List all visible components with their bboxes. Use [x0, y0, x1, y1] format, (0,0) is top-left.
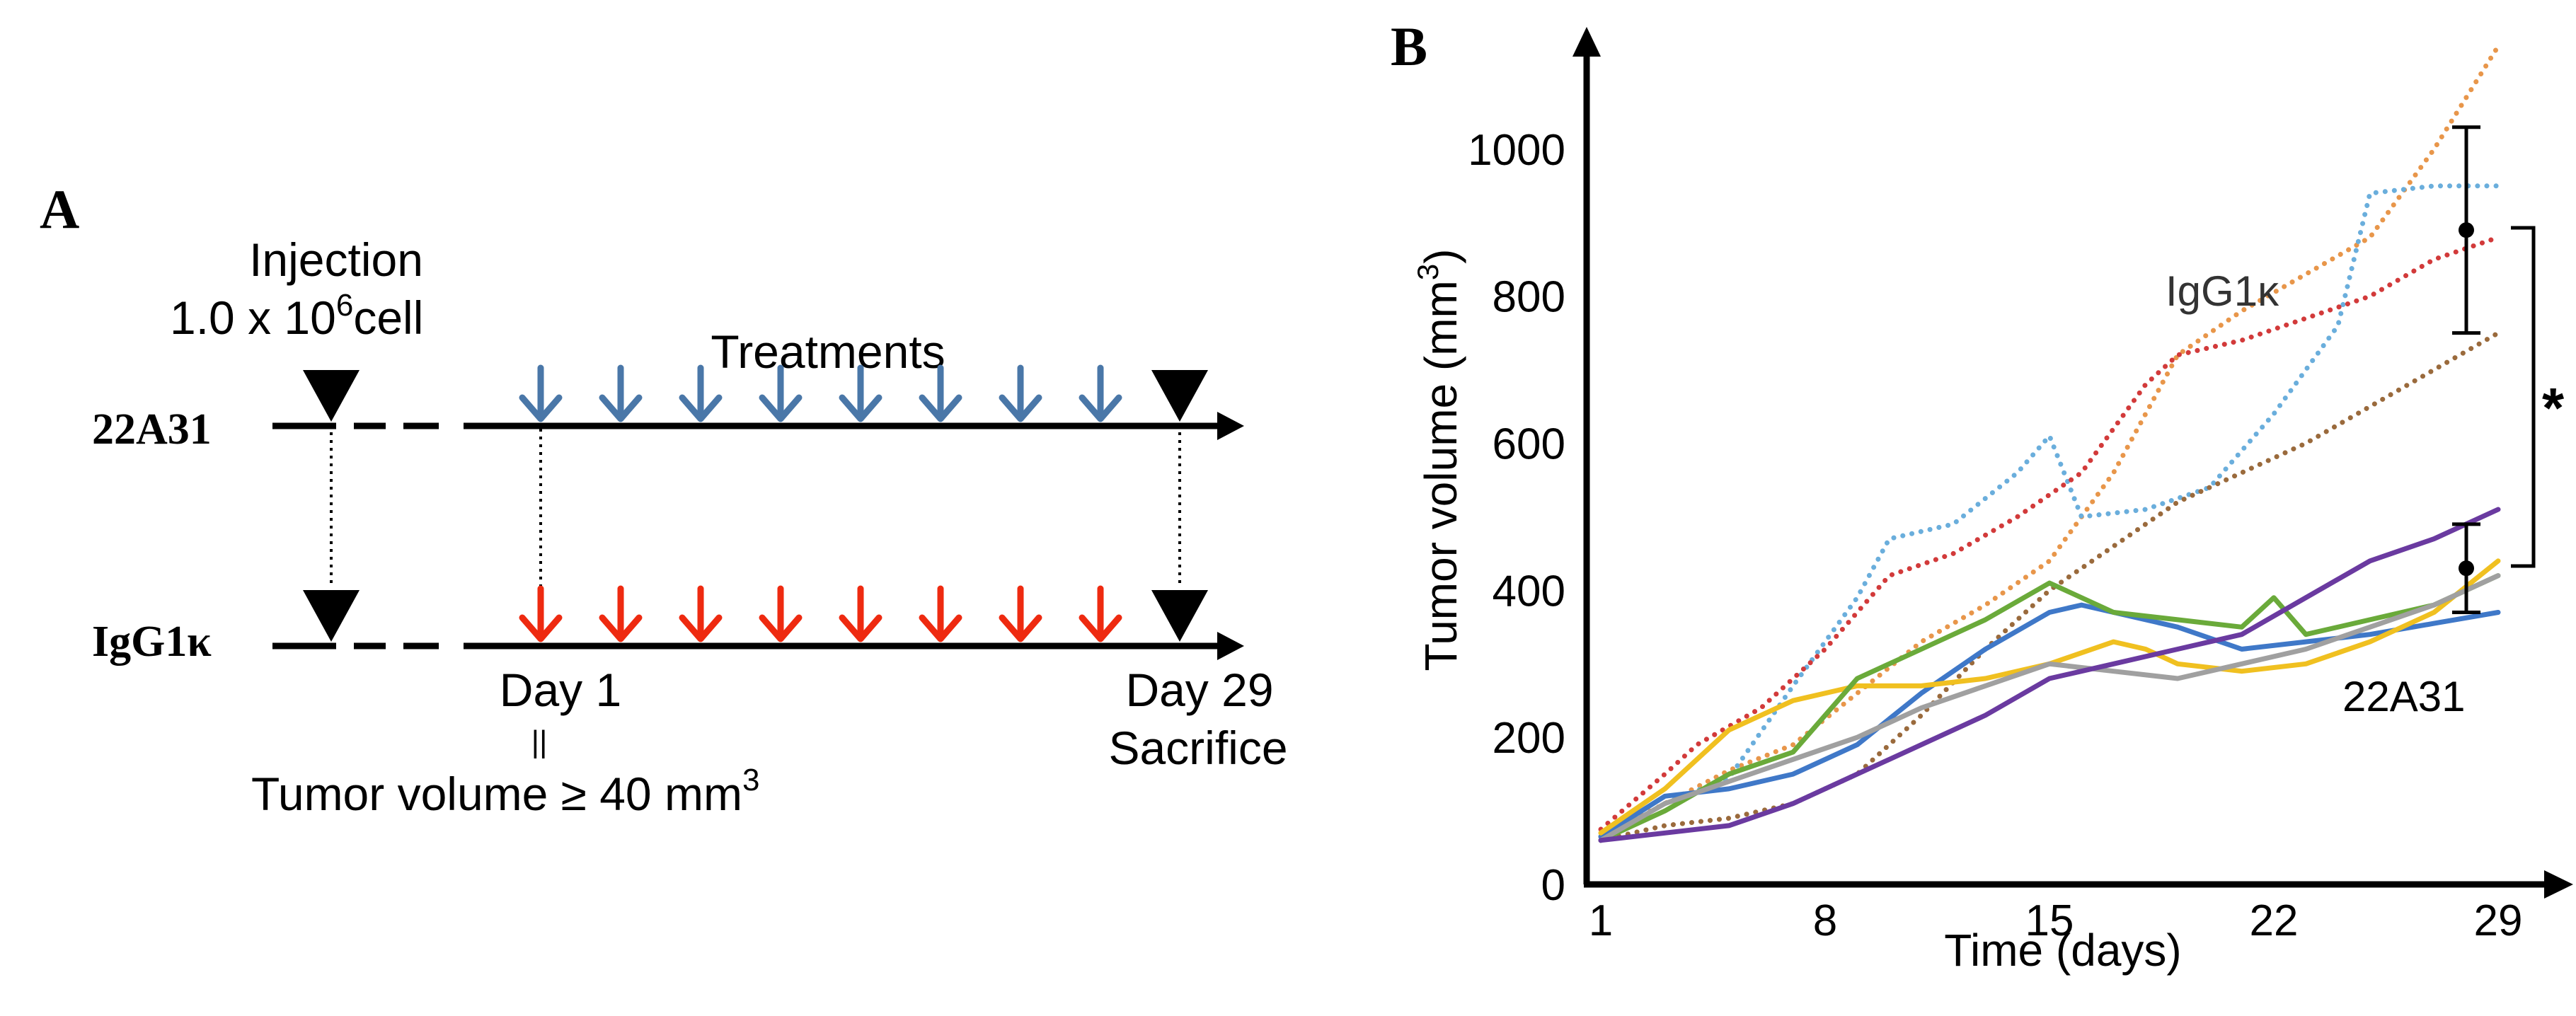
x-tick-label: 22 [2250, 896, 2299, 945]
timeline-igg1k [272, 632, 1244, 660]
error-bar [2452, 125, 2480, 335]
y-tick-label: 400 [1493, 567, 1565, 616]
sacrifice-marker-igg1k [1151, 590, 1208, 642]
panel-a-label: A [40, 178, 79, 240]
series-line [1598, 330, 2501, 843]
group-label-22a31: 22A31 [92, 405, 212, 454]
treatment-arrow-igg1k [519, 585, 563, 642]
treatment-arrow-22a31 [519, 364, 563, 422]
x-tick-label: 29 [2474, 896, 2523, 945]
start-condition: Tumor volume ≥ 40 mm3 [251, 763, 759, 820]
series-line [1598, 573, 2501, 843]
y-tick-labels: 0 200 400 600 800 1000 [1468, 126, 1565, 910]
treatment-arrow-igg1k [919, 585, 962, 642]
day1-label: Day 1 [500, 664, 621, 716]
x-tick-labels: 1 8 15 22 29 [1589, 896, 2523, 945]
y-axis-title-superscript: 3 [1411, 264, 1444, 280]
sacrifice-label: Sacrifice [1108, 722, 1287, 774]
treatment-arrows [519, 364, 1122, 642]
timeline-22a31 [272, 412, 1244, 440]
y-axis-arrowhead [1572, 27, 1601, 57]
significance-bracket [2511, 226, 2536, 568]
y-tick-label: 0 [1541, 861, 1565, 910]
injection-marker-22a31 [303, 370, 360, 422]
treatment-arrow-22a31 [759, 364, 803, 422]
treatment-arrow-22a31 [1079, 364, 1122, 422]
treatment-arrow-igg1k [1079, 585, 1122, 642]
y-tick-label: 600 [1493, 420, 1565, 469]
error-bar [2452, 522, 2480, 615]
series-line [1598, 573, 2501, 843]
day29-label: Day 29 [1125, 664, 1273, 716]
series-line [1598, 235, 2501, 832]
injection-label: Injection [249, 233, 423, 286]
error-bar-mean [2459, 560, 2474, 577]
injection-dose-exponent: 6 [336, 288, 353, 323]
x-axis-arrowhead [2544, 870, 2573, 899]
panel-a-schematic: A Injection 1.0 x 106cell Treatments 22A… [40, 178, 1288, 820]
error-bars [2452, 125, 2480, 615]
treatment-arrow-igg1k [599, 585, 643, 642]
treatment-arrow-22a31 [999, 364, 1042, 422]
treatment-arrow-igg1k [679, 585, 723, 642]
treatment-arrow-22a31 [599, 364, 643, 422]
treatment-arrow-22a31 [839, 364, 882, 422]
series-line [1598, 183, 2501, 843]
series-line [1598, 507, 2501, 843]
group-label-igg1k: IgG1κ [92, 618, 212, 666]
equivalence-symbol: || [531, 725, 548, 759]
start-condition-exponent: 3 [742, 763, 759, 797]
y-tick-label: 800 [1493, 273, 1565, 322]
series-line [1598, 602, 2501, 839]
series-label-igg1k: IgG1κ [2166, 267, 2279, 315]
y-tick-label: 200 [1493, 714, 1565, 763]
treatment-arrow-22a31 [679, 364, 723, 422]
y-tick-label: 1000 [1468, 126, 1565, 175]
treatments-label: Treatments [711, 325, 945, 378]
injection-dose: 1.0 x 106cell [170, 288, 423, 344]
panel-b-chart: B 0 200 400 600 800 1000 1 8 15 22 29 Tumor volum… [1391, 16, 2573, 976]
injection-marker-igg1k [303, 590, 360, 642]
significance-star: * [2542, 376, 2565, 439]
panel-b-label: B [1391, 16, 1427, 77]
treatment-arrow-igg1k [839, 585, 882, 642]
y-axis-title: Tumor volume (mm3) [1411, 248, 1466, 671]
x-tick-label: 15 [2025, 896, 2074, 945]
series-lines [1598, 43, 2501, 843]
series-label-22a31: 22A31 [2342, 673, 2466, 720]
x-tick-label: 1 [1589, 896, 1613, 945]
series-line [1598, 43, 2501, 839]
x-tick-label: 8 [1813, 896, 1837, 945]
sacrifice-marker-22a31 [1151, 370, 1208, 422]
treatment-arrow-igg1k [759, 585, 803, 642]
error-bar-mean [2459, 222, 2474, 238]
series-line [1598, 558, 2501, 836]
x-axis-title: Time (days) [1944, 925, 2181, 976]
treatment-arrow-22a31 [919, 364, 962, 422]
treatment-arrow-igg1k [999, 585, 1042, 642]
